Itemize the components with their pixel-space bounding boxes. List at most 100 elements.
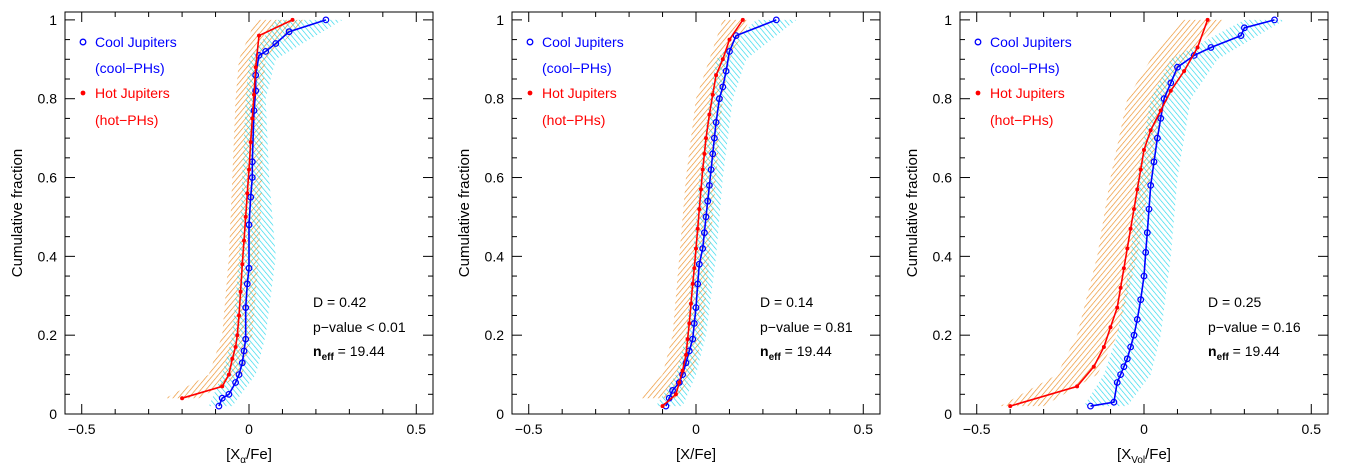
hot-data-point	[245, 191, 250, 196]
stat-n-tail: = 19.44	[334, 343, 385, 359]
hot-data-point	[700, 167, 705, 172]
hot-data-point	[1195, 45, 1200, 50]
stat-d: D = 0.42	[313, 294, 367, 310]
y-tick-label: 0.2	[38, 327, 58, 343]
cool-data-point	[218, 394, 226, 402]
stat-n-main: n	[313, 343, 322, 359]
stat-n-sub: eff	[1217, 352, 1230, 363]
hot-data-point	[680, 368, 685, 373]
cool-data-point	[245, 221, 253, 229]
cool-data-point	[689, 335, 697, 343]
hot-data-point	[247, 167, 251, 172]
stat-n-eff: neff = 19.44	[313, 343, 385, 363]
cool-data-point	[695, 260, 703, 268]
hot-data-point	[1128, 226, 1133, 231]
hot-data-point	[689, 301, 693, 306]
hot-data-point	[1135, 187, 1140, 192]
cool-data-point	[726, 48, 733, 55]
cool-data-point	[1140, 272, 1148, 280]
cool-data-point	[1113, 379, 1121, 386]
cool-data-point	[1153, 134, 1161, 142]
cool-data-point	[690, 320, 698, 327]
panel-2: 0 0.2 0.4 0.6 0.8 1 −0.5 0 0.5 Cumulative fractio…	[456, 11, 881, 463]
hot-data-point	[1091, 364, 1096, 369]
hot-data-point	[248, 140, 253, 145]
y-tick-label: 1	[49, 12, 57, 28]
hot-data-point	[1008, 404, 1013, 409]
hot-data-point	[237, 313, 241, 318]
y-tick-label: 0.8	[38, 91, 58, 107]
y-tick-label: 0.6	[485, 170, 505, 186]
hot-data-point	[690, 281, 695, 286]
legend-hot-marker	[975, 90, 981, 96]
cool-data-point	[682, 359, 690, 367]
y-tick-label: 0.2	[485, 327, 505, 343]
x-tick-label: 0.5	[854, 421, 874, 437]
stat-n-sub: eff	[322, 352, 335, 363]
legend-cool-sub: (cool−PHs)	[542, 60, 612, 76]
legend-cool-sub: (cool−PHs)	[95, 60, 165, 76]
cool-data-point	[1110, 398, 1118, 406]
hot-data-point	[226, 372, 231, 377]
cool-confidence-band	[208, 19, 343, 407]
cool-data-point	[1271, 16, 1278, 24]
hot-data-point	[253, 65, 258, 70]
hot-data-point	[702, 151, 707, 156]
hot-data-point	[1118, 285, 1123, 290]
cool-data-point	[709, 150, 717, 158]
cool-data-point	[1237, 32, 1245, 39]
legend-hot-sub: (hot−PHs)	[95, 112, 158, 128]
x-axis-label-tail: /Fe]	[1145, 446, 1171, 463]
cool-data-point	[1240, 24, 1248, 32]
legend-cool-label: Cool Jupiters	[990, 34, 1072, 50]
hot-data-point	[697, 207, 702, 212]
hot-data-point	[1125, 246, 1130, 251]
y-axis-label: Cumulative fraction	[456, 149, 473, 277]
cool-data-point	[772, 16, 780, 24]
cool-data-point	[716, 95, 723, 103]
cool-data-point	[250, 107, 258, 114]
x-tick-label: −0.5	[515, 421, 543, 437]
cool-data-point	[215, 402, 223, 410]
hot-data-point	[180, 396, 185, 401]
cool-data-point	[722, 67, 730, 75]
cool-data-point	[1130, 331, 1138, 339]
cool-data-point	[694, 280, 702, 288]
legend-cool-marker	[974, 38, 982, 46]
y-axis-label: Cumulative fraction	[9, 149, 26, 277]
stat-n-main: n	[1208, 343, 1217, 359]
cool-data-point	[1087, 402, 1094, 410]
hot-data-point	[660, 404, 665, 409]
y-tick-label: 0.6	[933, 170, 953, 186]
cool-data-point	[252, 87, 260, 95]
hot-data-point	[1142, 147, 1146, 152]
y-tick-label: 0.6	[38, 170, 58, 186]
hot-data-point	[235, 333, 240, 338]
x-axis-label: [X/Fe]	[676, 446, 716, 463]
y-tick-label: 0	[49, 406, 57, 422]
panel-1: 0 0.2 0.4 0.6 0.8 1 −0.5 0 0.5 Cumulative fractio…	[9, 11, 434, 466]
cool-data-point	[1143, 229, 1151, 237]
stat-n-main: n	[760, 343, 769, 359]
cool-data-point	[225, 390, 233, 398]
x-tick-label: 0.5	[407, 421, 427, 437]
stat-n-eff: neff = 19.44	[1208, 343, 1280, 363]
x-tick-label: 0	[245, 421, 253, 437]
cool-data-point	[1123, 355, 1131, 363]
hot-data-point	[1158, 108, 1163, 113]
cool-data-point	[706, 181, 713, 189]
cool-data-point	[272, 40, 280, 47]
cool-data-point	[1137, 296, 1145, 304]
hot-data-point	[1205, 17, 1210, 22]
hot-data-point	[685, 337, 690, 342]
cool-data-point	[1207, 44, 1215, 51]
hot-data-point	[673, 392, 678, 397]
cool-data-point	[1142, 248, 1150, 256]
y-tick-label: 0.4	[933, 248, 953, 264]
cool-data-point	[707, 166, 715, 174]
cool-data-point	[719, 83, 727, 91]
cool-data-point	[1157, 114, 1165, 122]
hot-data-point	[250, 116, 255, 121]
legend-cool-label: Cool Jupiters	[95, 34, 177, 50]
cool-data-point	[732, 32, 740, 39]
